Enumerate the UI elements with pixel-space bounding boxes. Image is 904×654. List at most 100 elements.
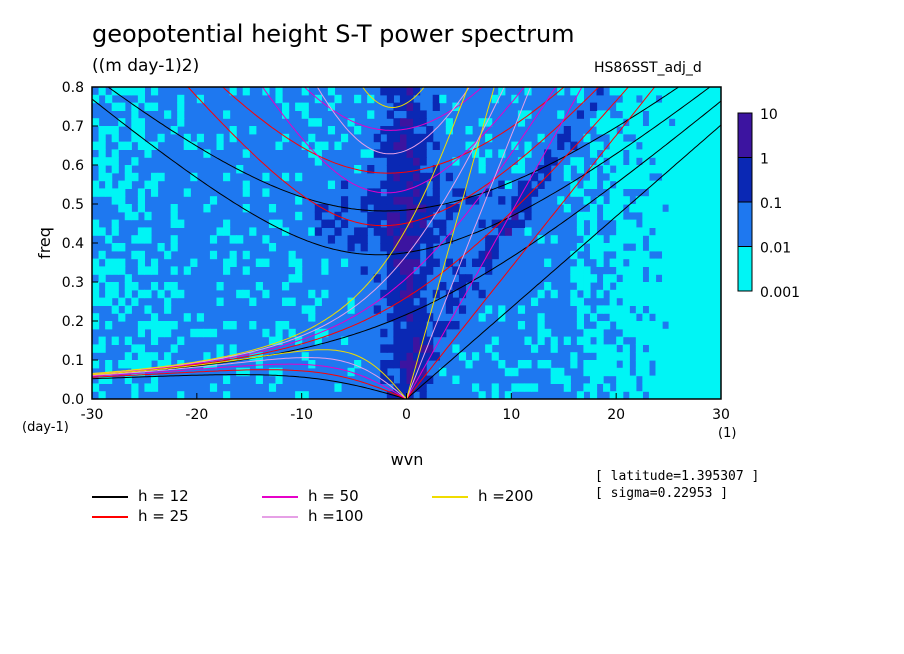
heatmap-cell [386, 274, 394, 283]
heatmap-cell [603, 305, 611, 314]
heatmap-cell [648, 102, 657, 111]
heatmap-cell [223, 227, 231, 236]
heatmap-cell [701, 196, 709, 205]
heatmap-cell [373, 305, 381, 314]
heatmap-cell [694, 87, 702, 96]
heatmap-cell [406, 157, 414, 166]
heatmap-cell [308, 313, 316, 322]
heatmap-cell [275, 375, 283, 384]
heatmap-cell [694, 165, 702, 174]
heatmap-cell [589, 243, 598, 252]
heatmap-cell [642, 328, 650, 338]
heatmap-cell [701, 328, 709, 338]
heatmap-cell [445, 235, 453, 244]
heatmap-cell [694, 328, 702, 338]
heatmap-cell [124, 352, 132, 361]
heatmap-cell [681, 321, 689, 330]
heatmap-cell [491, 250, 499, 260]
heatmap-cell [229, 250, 237, 260]
heatmap-cell [616, 391, 624, 399]
heatmap-cell [576, 305, 584, 314]
heatmap-cell [714, 196, 721, 205]
heatmap-cell [177, 94, 185, 104]
heatmap-cell [701, 360, 709, 369]
heatmap-cell [576, 321, 584, 330]
dispersion-curve-50 [303, 87, 484, 131]
y-tick-label: 0.5 [62, 197, 84, 213]
heatmap-cell [406, 344, 414, 353]
heatmap-cell [681, 196, 689, 205]
legend-item-h25: h = 25 [92, 507, 189, 525]
heatmap-cell [360, 204, 368, 213]
heatmap-cell [648, 118, 657, 127]
heatmap-cell [137, 235, 146, 244]
heatmap-cell [111, 165, 119, 174]
heatmap-cell [262, 188, 270, 197]
heatmap-cell [681, 282, 689, 291]
heatmap-cell [242, 204, 250, 213]
heatmap-cell [662, 165, 670, 174]
heatmap-cell [642, 289, 650, 299]
heatmap-cell [681, 188, 689, 197]
heatmap-cell [635, 204, 643, 213]
heatmap-cell [491, 243, 499, 252]
heatmap-cell [419, 274, 427, 283]
heatmap-cell [419, 297, 427, 306]
heatmap-cell [675, 110, 683, 119]
heatmap-cell [354, 94, 362, 104]
heatmap-cell [662, 118, 670, 127]
heatmap-cell [655, 282, 663, 291]
heatmap-cell [472, 141, 480, 150]
heatmap-cell [399, 133, 408, 143]
heatmap-cell [557, 110, 565, 119]
heatmap-cell [681, 157, 689, 166]
heatmap-cell [399, 149, 408, 158]
heatmap-cell [144, 383, 152, 392]
heatmap-cell [694, 118, 702, 127]
dispersion-curve-200 [92, 87, 469, 374]
heatmap-cell [301, 110, 309, 119]
heatmap-cell [131, 282, 139, 291]
heatmap-cell [426, 235, 434, 244]
heatmap-cell [596, 141, 604, 150]
heatmap-cell [98, 344, 106, 353]
heatmap-cell [124, 289, 132, 299]
heatmap-cell [236, 289, 244, 299]
heatmap-cell [386, 133, 394, 143]
heatmap-cell [681, 352, 689, 361]
heatmap-cell [491, 391, 499, 399]
heatmap-cell [150, 180, 159, 189]
heatmap-cell [413, 219, 421, 228]
heatmap-cell [419, 157, 427, 166]
heatmap-cell [629, 126, 637, 135]
heatmap-cell [707, 375, 716, 384]
heatmap-cell [635, 336, 643, 345]
heatmap-cell [144, 305, 152, 314]
heatmap-cell [209, 196, 218, 205]
heatmap-cell [576, 274, 584, 283]
heatmap-cell [655, 157, 663, 166]
heatmap-cell [681, 211, 689, 221]
heatmap-cell [609, 118, 617, 127]
heatmap-cell [694, 219, 702, 228]
heatmap-cell [616, 188, 624, 197]
heatmap-cell [419, 328, 427, 338]
heatmap-cell [662, 157, 670, 166]
heatmap-cell [432, 102, 440, 111]
heatmap-cell [144, 149, 152, 158]
heatmap-cell [242, 266, 250, 275]
heatmap-cell [576, 87, 584, 96]
heatmap-cell [517, 383, 526, 392]
heatmap-cell [380, 375, 388, 384]
heatmap-cell [164, 360, 172, 369]
heatmap-cell [648, 149, 657, 158]
heatmap-cell [681, 266, 689, 275]
heatmap-cell [662, 336, 670, 345]
heatmap-cell [308, 227, 316, 236]
heatmap-cell [596, 110, 604, 119]
heatmap-cell [688, 141, 696, 150]
heatmap-cell [249, 297, 257, 306]
heatmap-cell [321, 328, 329, 338]
heatmap-cell [439, 227, 447, 236]
